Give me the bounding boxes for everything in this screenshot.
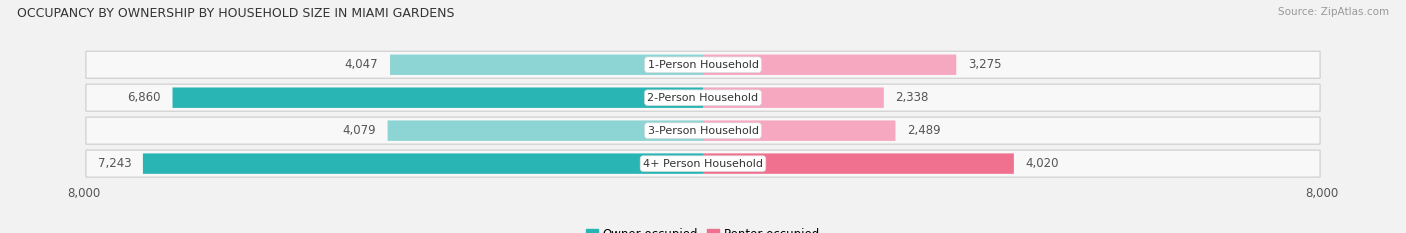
Text: 7,243: 7,243	[97, 157, 131, 170]
Text: 4+ Person Household: 4+ Person Household	[643, 159, 763, 169]
Text: OCCUPANCY BY OWNERSHIP BY HOUSEHOLD SIZE IN MIAMI GARDENS: OCCUPANCY BY OWNERSHIP BY HOUSEHOLD SIZE…	[17, 7, 454, 20]
FancyBboxPatch shape	[86, 51, 1320, 78]
Text: 1-Person Household: 1-Person Household	[648, 60, 758, 70]
Text: 4,047: 4,047	[344, 58, 378, 71]
Text: 4,020: 4,020	[1025, 157, 1059, 170]
Text: 4,079: 4,079	[342, 124, 375, 137]
Text: 2,489: 2,489	[907, 124, 941, 137]
FancyBboxPatch shape	[388, 120, 703, 141]
Text: 3,275: 3,275	[967, 58, 1001, 71]
FancyBboxPatch shape	[173, 87, 703, 108]
Legend: Owner-occupied, Renter-occupied: Owner-occupied, Renter-occupied	[581, 224, 825, 233]
FancyBboxPatch shape	[86, 84, 1320, 111]
FancyBboxPatch shape	[703, 153, 1014, 174]
FancyBboxPatch shape	[86, 117, 1320, 144]
FancyBboxPatch shape	[86, 150, 1320, 177]
FancyBboxPatch shape	[703, 55, 956, 75]
Text: Source: ZipAtlas.com: Source: ZipAtlas.com	[1278, 7, 1389, 17]
Text: 6,860: 6,860	[128, 91, 160, 104]
FancyBboxPatch shape	[143, 153, 703, 174]
FancyBboxPatch shape	[703, 87, 884, 108]
Text: 2,338: 2,338	[896, 91, 929, 104]
FancyBboxPatch shape	[703, 120, 896, 141]
FancyBboxPatch shape	[389, 55, 703, 75]
Text: 3-Person Household: 3-Person Household	[648, 126, 758, 136]
Text: 2-Person Household: 2-Person Household	[647, 93, 759, 103]
